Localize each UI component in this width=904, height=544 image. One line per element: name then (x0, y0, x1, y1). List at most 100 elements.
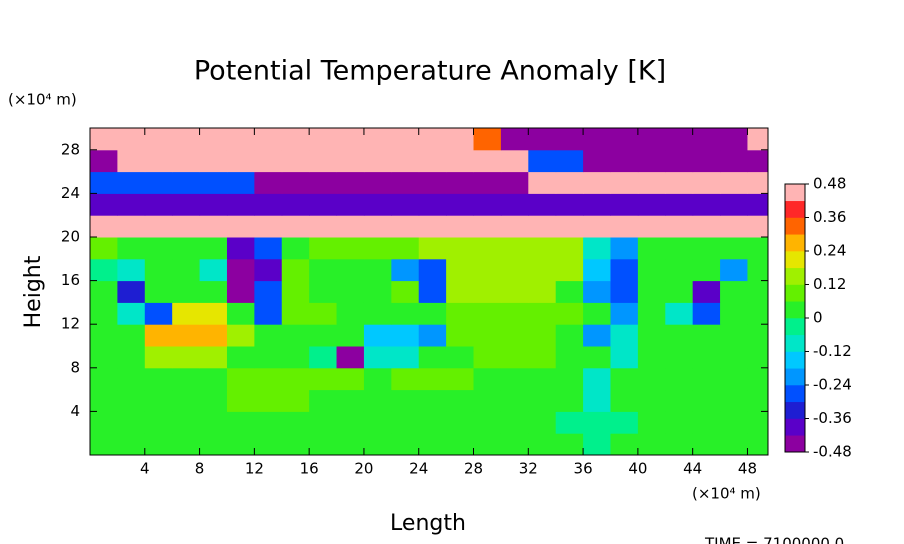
cell (500, 367, 529, 391)
cell (637, 128, 666, 151)
cell (555, 171, 584, 194)
x-tick-label: 32 (519, 460, 538, 478)
cell (199, 346, 228, 369)
cell (720, 346, 748, 369)
cell (391, 411, 420, 434)
colorbar-label: -0.36 (813, 409, 852, 427)
cell (363, 258, 392, 282)
cell (254, 237, 283, 260)
cell (500, 280, 529, 303)
cell (90, 367, 118, 391)
cell (418, 411, 447, 434)
cell (473, 280, 502, 303)
cell (391, 215, 420, 238)
cell (418, 128, 447, 151)
cell (692, 411, 721, 434)
cell (610, 302, 639, 325)
cell (473, 171, 502, 194)
cell (720, 324, 748, 347)
colorbar-band (785, 401, 805, 419)
cell (446, 411, 475, 434)
cell (90, 128, 118, 151)
cell (172, 367, 201, 391)
cell (281, 258, 310, 282)
cell (363, 302, 392, 325)
cell (418, 258, 447, 282)
cell (309, 411, 338, 434)
cell (226, 367, 255, 391)
cell (281, 302, 310, 325)
colorbar-label: -0.12 (813, 342, 852, 360)
cell (747, 433, 768, 455)
cell (583, 433, 611, 455)
cell (281, 193, 310, 216)
heatmap (90, 128, 768, 455)
cell (172, 280, 201, 303)
cell (281, 433, 310, 455)
cell (418, 389, 447, 412)
cell (555, 237, 584, 260)
cell (199, 367, 228, 391)
cell (555, 215, 584, 238)
cell (473, 237, 502, 260)
cell (637, 280, 666, 303)
cell (336, 171, 365, 194)
cell (418, 433, 447, 455)
cell (473, 411, 502, 434)
cell (199, 302, 228, 325)
cell (90, 215, 118, 238)
footer: TIME = 7100000.0 (704, 535, 844, 544)
cell (528, 280, 557, 303)
cell (555, 346, 584, 369)
cell (199, 389, 228, 412)
cell (336, 346, 365, 369)
cell (117, 258, 146, 282)
cell (117, 193, 146, 216)
cell (555, 280, 584, 303)
cell (610, 346, 639, 369)
cell (528, 411, 557, 434)
cell (692, 258, 721, 282)
cell (172, 433, 201, 455)
cell (418, 346, 447, 369)
cell (747, 389, 768, 412)
cell (391, 128, 420, 151)
cell (281, 237, 310, 260)
cell (665, 193, 694, 216)
cell (637, 389, 666, 412)
cell (692, 324, 721, 347)
colorbar-band (785, 368, 805, 386)
cell (90, 280, 118, 303)
cell (610, 128, 639, 151)
cell (418, 215, 447, 238)
cell (90, 389, 118, 412)
cell (665, 128, 694, 151)
cell (172, 237, 201, 260)
cell (90, 346, 118, 369)
cell (254, 324, 283, 347)
cell (199, 280, 228, 303)
cell (254, 215, 283, 238)
cell (309, 433, 338, 455)
colorbar-band (785, 334, 805, 352)
cell (610, 237, 639, 260)
cell (446, 215, 475, 238)
cell (117, 149, 146, 173)
cell (446, 302, 475, 325)
cell (391, 258, 420, 282)
x-tick-label: 20 (354, 460, 373, 478)
cell (583, 149, 611, 173)
cell (363, 280, 392, 303)
cell (720, 128, 748, 151)
cell (473, 324, 502, 347)
cell (692, 193, 721, 216)
cell (747, 411, 768, 434)
cell (363, 149, 392, 173)
cell (500, 237, 529, 260)
cell (473, 367, 502, 391)
cell (665, 215, 694, 238)
cell (363, 171, 392, 194)
colorbar-band (785, 418, 805, 436)
x-unit: (×10⁴ m) (692, 485, 761, 503)
cell (500, 149, 529, 173)
